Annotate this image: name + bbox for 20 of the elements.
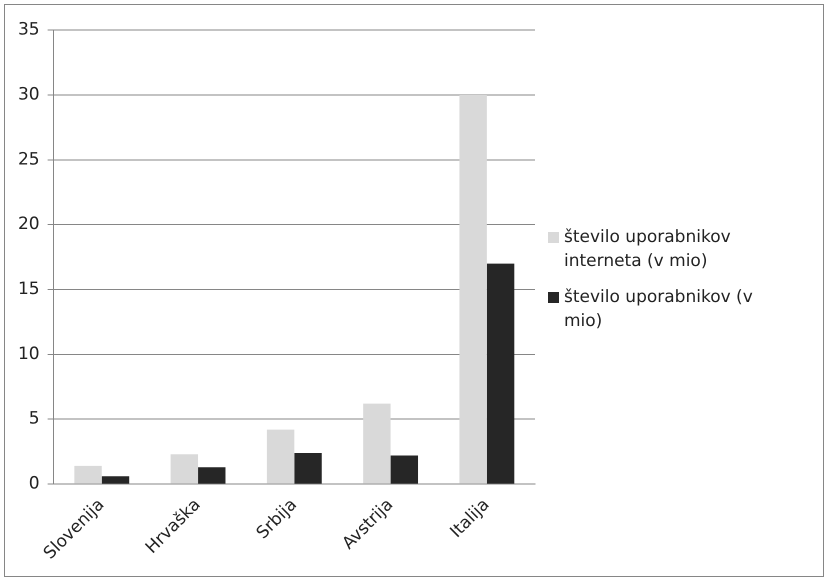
y-tick-label: 25 [18,149,40,170]
bar [486,264,514,484]
bar [170,454,198,484]
y-tick-label: 15 [18,278,40,299]
legend-label: število uporabnikov interneta (v mio) [564,226,732,273]
bar [198,467,226,484]
y-tick-label: 0 [28,474,40,494]
bar [459,95,487,484]
y-tick-label: 10 [18,344,40,364]
bar [390,456,418,484]
bar [294,452,322,484]
bar [74,466,102,484]
y-tick-label: 35 [18,20,40,40]
bar [266,430,294,484]
bar [363,404,391,484]
y-tick-label: 5 [28,408,40,429]
bar [102,476,130,484]
legend-label: število uporabnikov (v mio) [564,286,754,333]
y-tick-label: 20 [18,214,40,234]
y-tick-label: 30 [18,84,40,104]
